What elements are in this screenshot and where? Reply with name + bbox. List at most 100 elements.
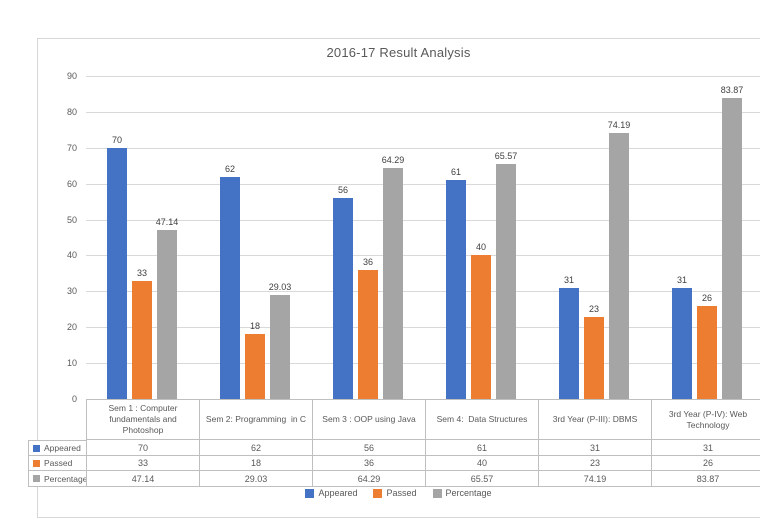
legend-label: Percentage [445, 488, 492, 498]
bar-value-label: 18 [249, 321, 260, 332]
table-cell: 70 [86, 440, 199, 456]
legend-item-passed[interactable]: Passed [373, 488, 417, 498]
bar-appeared-4[interactable] [559, 287, 579, 399]
table-cell: 31 [538, 440, 651, 456]
table-cell: 47.14 [86, 471, 199, 487]
bar-value-label: 47.14 [155, 216, 179, 227]
table-cell: 74.19 [538, 471, 651, 487]
bar-value-label: 74.19 [607, 119, 631, 130]
chart-legend: Appeared Passed Percentage [37, 486, 760, 500]
table-category-header: Sem 4: Data Structures [425, 399, 538, 440]
y-axis-tick-label: 80 [66, 107, 77, 117]
bar-appeared-5[interactable] [672, 287, 692, 399]
table-category-header: Sem 3 : OOP using Java [312, 399, 425, 440]
bar-percentage-4[interactable] [609, 132, 629, 399]
legend-label: Passed [386, 488, 417, 498]
bar-value-label: 61 [450, 167, 461, 178]
legend-swatch [305, 488, 315, 498]
table-row-label: Passed [44, 458, 73, 468]
y-axis-tick-label: 50 [66, 215, 77, 225]
bar-appeared-2[interactable] [333, 198, 353, 399]
table-cell: 33 [86, 456, 199, 471]
gridline [86, 112, 760, 113]
bar-value-label: 29.03 [268, 281, 292, 292]
y-axis-tick-label: 0 [71, 394, 77, 404]
y-axis-tick-label: 40 [66, 250, 77, 260]
y-axis-tick-label: 60 [66, 179, 77, 189]
table-cell: 61 [425, 440, 538, 456]
gridline [86, 327, 760, 328]
table-row-label: Appeared [44, 443, 81, 453]
bar-value-label: 70 [111, 134, 122, 145]
bar-appeared-1[interactable] [220, 176, 240, 399]
bar-passed-5[interactable] [697, 305, 717, 399]
table-cell: 56 [312, 440, 425, 456]
y-axis-tick-label: 90 [66, 71, 77, 81]
gridline [86, 255, 760, 256]
table-cell: 65.57 [425, 471, 538, 487]
y-axis-tick-label: 30 [66, 286, 77, 296]
bar-percentage-2[interactable] [383, 168, 403, 399]
series-swatch [33, 475, 40, 482]
table-cell: 40 [425, 456, 538, 471]
y-axis-tick-label: 70 [66, 143, 77, 153]
table-cell: 18 [199, 456, 312, 471]
bar-value-label: 31 [563, 274, 574, 285]
table-cell: 26 [651, 456, 760, 471]
bar-passed-4[interactable] [584, 316, 604, 399]
chart-title[interactable]: 2016-17 Result Analysis [326, 45, 471, 60]
legend-item-percentage[interactable]: Percentage [432, 488, 492, 498]
table-cell: 31 [651, 440, 760, 456]
bar-appeared-3[interactable] [446, 180, 466, 399]
bar-value-label: 56 [337, 185, 348, 195]
table-row-header: Appeared [28, 440, 86, 456]
bar-passed-0[interactable] [132, 280, 152, 399]
table-cell: 83.87 [651, 471, 760, 487]
bar-percentage-1[interactable] [270, 294, 290, 399]
gridline [86, 363, 760, 364]
gridline [86, 291, 760, 292]
table-category-header: Sem 1 : Computer fundamentals and Photos… [86, 399, 199, 440]
table-category-header: 3rd Year (P-IV): Web Technology [651, 399, 760, 440]
gridline [86, 148, 760, 149]
bar-value-label: 83.87 [720, 85, 744, 95]
bar-percentage-3[interactable] [496, 163, 516, 399]
bar-value-label: 64.29 [381, 155, 405, 166]
legend-item-appeared[interactable]: Appeared [305, 488, 357, 498]
legend-swatch [432, 488, 442, 498]
legend-swatch [373, 488, 383, 498]
bar-passed-3[interactable] [471, 255, 491, 399]
bar-appeared-0[interactable] [107, 147, 127, 399]
table-row-header: Percentage [28, 471, 88, 487]
bar-percentage-5[interactable] [722, 98, 742, 399]
series-swatch [33, 444, 40, 452]
gridline [86, 220, 760, 221]
bar-value-label: 36 [362, 256, 373, 267]
bar-value-label: 33 [136, 267, 147, 278]
gridline [86, 184, 760, 185]
bar-value-label: 23 [588, 303, 599, 314]
table-cell: 29.03 [199, 471, 312, 487]
table-cell: 62 [199, 440, 312, 456]
bar-value-label: 26 [701, 292, 712, 303]
table-category-header: Sem 2: Programming in C [199, 399, 312, 440]
table-cell: 64.29 [312, 471, 425, 487]
table-row-header: Passed [28, 456, 86, 471]
bar-value-label: 31 [676, 274, 687, 285]
bar-passed-2[interactable] [358, 269, 378, 399]
table-cell: 23 [538, 456, 651, 471]
bar-passed-1[interactable] [245, 334, 265, 399]
y-axis-tick-label: 20 [66, 322, 77, 332]
bar-value-label: 62 [224, 163, 235, 174]
bar-percentage-0[interactable] [157, 229, 177, 399]
table-row-label: Percentage [44, 473, 88, 484]
y-axis-tick-label: 10 [66, 358, 77, 368]
legend-label: Appeared [318, 488, 358, 498]
gridline [86, 76, 760, 77]
table-cell: 36 [312, 456, 425, 471]
table-category-header: 3rd Year (P-III): DBMS [538, 399, 651, 440]
bar-value-label: 40 [475, 242, 486, 253]
bar-value-label: 65.57 [494, 150, 518, 161]
